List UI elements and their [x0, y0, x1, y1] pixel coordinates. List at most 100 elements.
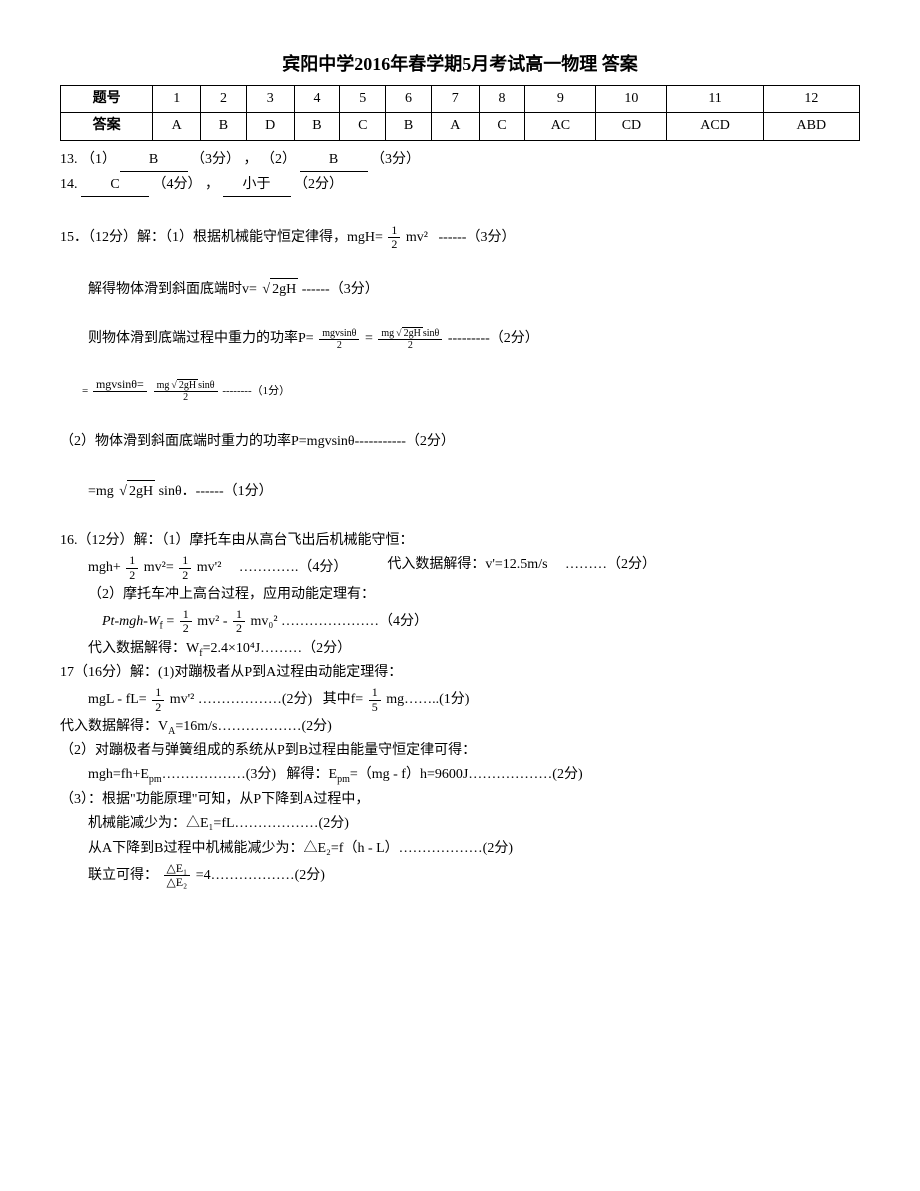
answer-cell: AC: [525, 113, 596, 140]
q13-label: 13.: [60, 152, 78, 167]
c: =（mg - f）h=9600J………………(2分): [350, 767, 583, 782]
q15-line3: 则物体滑到底端过程中重力的功率P= mgvsinθ 2 = mg2gHsinθ …: [88, 327, 860, 351]
col-num: 12: [763, 85, 859, 112]
n: 1: [180, 608, 192, 622]
frac-l4b: mg2gHsinθ 2: [154, 379, 218, 403]
answer-table: 题号 1 2 3 4 5 6 7 8 9 10 11 12 答案 A B D B…: [60, 85, 860, 141]
q17-line8: 联立可得： △E₁ △E₂ =4………………(2分): [88, 862, 860, 889]
q13-line: 13. （1） B （3分） ， （2） B （3分）: [60, 149, 860, 172]
half-frac: 1 2: [388, 224, 400, 251]
h: mg: [157, 380, 170, 391]
b: mv'²: [170, 692, 195, 707]
col-num: 11: [667, 85, 763, 112]
answer-cell: B: [294, 113, 340, 140]
q16-eq1: mgh+ 12 mv²= 12 mv'² ………….（4分） 代入数据解得：v'…: [88, 554, 860, 581]
q14-blank1: C: [81, 174, 149, 197]
fifth: 15: [369, 686, 381, 713]
answer-cell: B: [201, 113, 247, 140]
page-title: 宾阳中学2016年春学期5月考试高一物理 答案: [60, 50, 860, 79]
answer-cell: D: [246, 113, 294, 140]
q17-line2: 代入数据解得：VA=16m/s………………(2分): [60, 716, 860, 738]
q15-part2: （2）物体滑到斜面底端时重力的功率P=mgvsinθ-----------（2分…: [60, 431, 860, 453]
pts: …………………（4分）: [281, 614, 428, 629]
pts: ---------（2分）: [448, 332, 539, 347]
col-num: 8: [479, 85, 525, 112]
rad: 2gH: [127, 480, 155, 503]
a: 代入数据解得：W: [88, 641, 199, 656]
d: △E₂: [164, 876, 191, 889]
frac-num: mgvsinθ: [319, 328, 359, 340]
d: 2: [152, 701, 164, 714]
q16-line2: （2）摩托车冲上高台过程，应用动能定理有：: [88, 584, 860, 606]
q17-eq1: mgL - fL= 12 mv'² ………………(2分) 其中f= 15 mg……: [88, 686, 860, 713]
frac-den: 2: [154, 392, 218, 403]
rad: 2gH: [402, 327, 423, 339]
c: mv'²: [197, 560, 222, 575]
sqrt: 2gH: [260, 278, 298, 301]
d: 5: [369, 701, 381, 714]
frac-num: mgvsinθ=: [93, 378, 147, 392]
col-num: 6: [386, 85, 432, 112]
q15-line2: 解得物体滑到斜面底端时v= 2gH ------（3分）: [88, 278, 860, 301]
q13-pts1: （3分）: [191, 152, 240, 167]
rad: 2gH: [177, 379, 198, 391]
answer-cell: ACD: [667, 113, 763, 140]
col-num: 1: [153, 85, 201, 112]
a: Pt-mgh-W: [102, 614, 160, 629]
b: mv²=: [144, 560, 174, 575]
eq-left: mgh+ 12 mv²= 12 mv'² ………….（4分）: [88, 554, 347, 581]
txt2: sinθ．------（1分）: [159, 484, 273, 499]
d: 2: [233, 622, 245, 635]
half: 12: [180, 608, 192, 635]
header-label: 题号: [61, 85, 153, 112]
pts: ------（3分）: [439, 230, 516, 245]
eq-right: 代入数据解得：v'=12.5m/s ………（2分）: [387, 554, 656, 581]
radicand: 2gH: [270, 278, 298, 301]
pts: ………………(2分): [198, 692, 312, 707]
b: =2.4×10⁴J………（2分）: [203, 641, 352, 656]
q17-label: 17（16分）解：(1)对蹦极者从P到A过程由动能定理得：: [60, 662, 860, 684]
d: 2: [126, 569, 138, 582]
c: mg……..(1分): [386, 692, 469, 707]
n: 1: [126, 554, 138, 568]
q14-pts2: （2分）: [294, 177, 343, 192]
a: mgh+: [88, 560, 121, 575]
h: mg: [381, 328, 394, 339]
q17-line5: （3）：根据"功能原理"可知，从P下降到A过程中，: [60, 789, 860, 811]
answer-cell: B: [386, 113, 432, 140]
q13-p2: （2）: [261, 152, 296, 167]
q14-pts1: （4分）: [153, 177, 202, 192]
pts: ………………(3分): [162, 767, 276, 782]
col-num: 5: [340, 85, 386, 112]
eq: =: [82, 385, 88, 397]
frac-num: mg2gHsinθ: [378, 327, 442, 340]
d: 2: [179, 569, 191, 582]
d: 2: [180, 622, 192, 635]
q17-line7: 从A下降到B过程中机械能减少为：△E₂=f（h - L）………………(2分): [88, 838, 860, 860]
q15-line1: 15．（12分）解：（1）根据机械能守恒定律得，mgH= 1 2 mv² ---…: [60, 224, 860, 251]
q17-line4: mgh=fh+Epm………………(3分) 解得：Epm=（mg - f）h=96…: [88, 764, 860, 786]
a: mgh=fh+E: [88, 767, 149, 782]
n: 1: [233, 608, 245, 622]
frac-den: 2: [388, 238, 400, 251]
q13-sep: ，: [244, 152, 258, 167]
answer-cell: A: [431, 113, 479, 140]
q14-sep: ，: [205, 177, 219, 192]
sub: pm: [149, 774, 162, 785]
b: 解得：E: [287, 767, 338, 782]
frac-den: 2: [319, 340, 359, 351]
col-num: 9: [525, 85, 596, 112]
frac-p: mgvsinθ 2: [319, 328, 359, 351]
pts: ------（3分）: [302, 282, 379, 297]
answer-label: 答案: [61, 113, 153, 140]
b: =16m/s………………(2分): [175, 719, 331, 734]
q15-label: 15．（12分）解：（1）根据机械能守恒定律得，mgH=: [60, 230, 383, 245]
col-num: 3: [246, 85, 294, 112]
q14-label: 14.: [60, 177, 78, 192]
half: 12: [126, 554, 138, 581]
table-row: 答案 A B D B C B A C AC CD ACD ABD: [61, 113, 860, 140]
txt: 解得物体滑到斜面底端时v=: [88, 282, 257, 297]
q16-eq2: Pt-mgh-Wf = 12 mv² - 12 mv₀² …………………（4分）: [102, 608, 860, 635]
half2: 12: [233, 608, 245, 635]
q15-line4: = mgvsinθ= mg2gHsinθ 2 --------（1分）: [82, 378, 860, 405]
